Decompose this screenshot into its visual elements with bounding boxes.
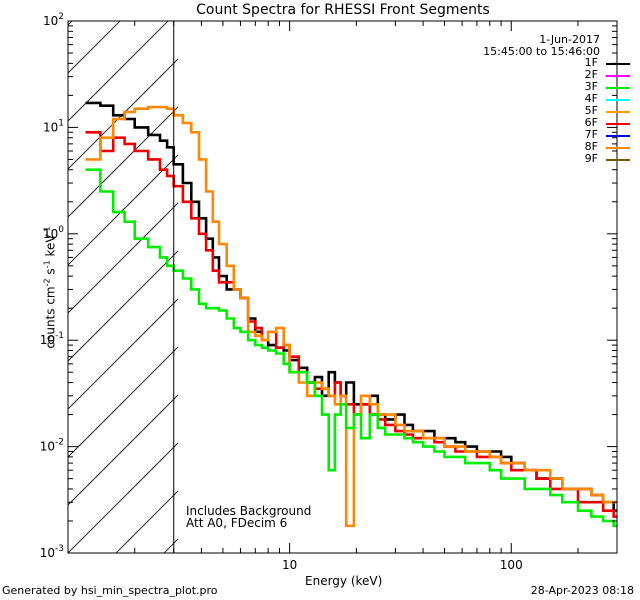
plot-frame <box>67 20 618 554</box>
hatch-line <box>68 21 121 74</box>
legend-swatch <box>606 99 630 101</box>
legend-item-1F: 1F <box>548 56 634 70</box>
legend-label: 8F <box>584 140 598 153</box>
legend-swatch <box>606 75 630 77</box>
date-annotation: 1-Jun-2017 <box>539 33 600 46</box>
legend-item-3F: 3F <box>548 80 634 94</box>
legend-label: 1F <box>584 56 598 69</box>
y-axis-label: counts cm-2 s-1 keV-1 <box>42 226 58 349</box>
legend-item-8F: 8F <box>548 140 634 154</box>
legend-swatch <box>606 123 630 125</box>
series-group <box>85 101 617 528</box>
y-tick-label: 10-2 <box>40 438 64 454</box>
legend-swatch <box>606 87 630 89</box>
x-tick-label: 10 <box>282 558 297 572</box>
legend-label: 5F <box>584 104 598 117</box>
legend-item-9F: 9F <box>548 152 634 166</box>
hatch-line <box>68 346 178 458</box>
legend-swatch <box>606 135 630 137</box>
hatch-line <box>68 154 178 266</box>
hatch-line <box>68 394 178 506</box>
attenuator-note: Att A0, FDecim 6 <box>186 516 288 530</box>
legend-item-7F: 7F <box>548 128 634 142</box>
hatch-line <box>68 202 178 314</box>
y-tick-label: 100 <box>43 225 64 241</box>
axes-group: 10 100 10-3 10-2 10-1 100 101 102 <box>40 12 618 572</box>
time-range-annotation: 15:45:00 to 15:46:00 <box>483 45 600 58</box>
y-tick-label: 10-1 <box>40 331 64 347</box>
legend-item-6F: 6F <box>548 116 634 130</box>
legend-label: 3F <box>584 80 598 93</box>
legend-swatch <box>606 111 630 113</box>
legend-swatch <box>606 63 630 65</box>
y-tick-label: 101 <box>43 118 64 134</box>
legend-label: 7F <box>584 128 598 141</box>
legend-swatch <box>606 159 630 161</box>
series-line-1F <box>85 101 617 512</box>
legend-swatch <box>606 147 630 149</box>
hatch-line <box>68 298 178 410</box>
y-tick-label: 102 <box>43 12 64 28</box>
legend-item-5F: 5F <box>548 104 634 118</box>
legend-item-4F: 4F <box>548 92 634 106</box>
x-tick-label: 100 <box>500 558 523 572</box>
y-tick-label: 10-3 <box>40 544 64 560</box>
hatch-line <box>68 442 178 553</box>
plot-datetime-footer: 28-Apr-2023 08:18 <box>530 584 634 597</box>
legend-label: 9F <box>584 152 598 165</box>
legend-item-2F: 2F <box>548 68 634 82</box>
legend-label: 2F <box>584 68 598 81</box>
hatch-line <box>68 21 169 122</box>
legend-label: 4F <box>584 92 598 105</box>
excluded-energy-hatch <box>68 21 178 553</box>
chart-title: Count Spectra for RHESSI Front Segments <box>196 2 490 18</box>
legend-label: 6F <box>584 116 598 129</box>
series-line-6F <box>85 131 617 518</box>
x-axis-label: Energy (keV) <box>305 574 383 588</box>
generated-by-footer: Generated by hsi_min_spectra_plot.pro <box>2 584 218 597</box>
series-line-3F <box>85 168 617 528</box>
hatch-line <box>68 250 178 362</box>
background-note: Includes Background <box>186 504 312 518</box>
